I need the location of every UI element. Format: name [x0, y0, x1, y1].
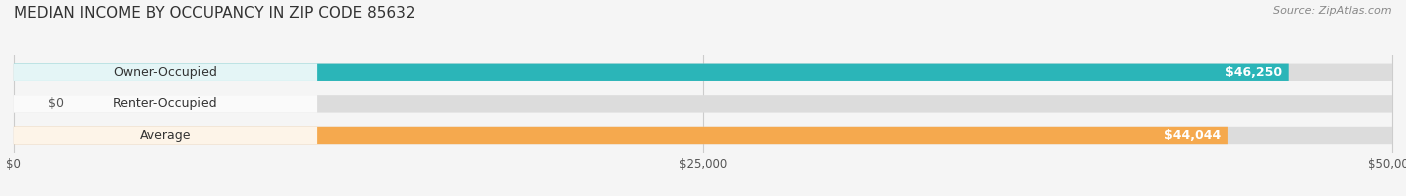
FancyBboxPatch shape	[14, 127, 1227, 144]
FancyBboxPatch shape	[14, 127, 318, 144]
FancyBboxPatch shape	[14, 64, 318, 81]
Text: $0: $0	[48, 97, 65, 110]
Text: Renter-Occupied: Renter-Occupied	[114, 97, 218, 110]
Text: $44,044: $44,044	[1164, 129, 1220, 142]
FancyBboxPatch shape	[14, 64, 1289, 81]
FancyBboxPatch shape	[14, 127, 1392, 144]
Text: Owner-Occupied: Owner-Occupied	[114, 66, 218, 79]
Text: MEDIAN INCOME BY OCCUPANCY IN ZIP CODE 85632: MEDIAN INCOME BY OCCUPANCY IN ZIP CODE 8…	[14, 6, 416, 21]
FancyBboxPatch shape	[14, 95, 318, 113]
FancyBboxPatch shape	[14, 95, 1392, 113]
Text: Source: ZipAtlas.com: Source: ZipAtlas.com	[1274, 6, 1392, 16]
Text: $46,250: $46,250	[1225, 66, 1282, 79]
Text: Average: Average	[139, 129, 191, 142]
FancyBboxPatch shape	[14, 64, 1392, 81]
